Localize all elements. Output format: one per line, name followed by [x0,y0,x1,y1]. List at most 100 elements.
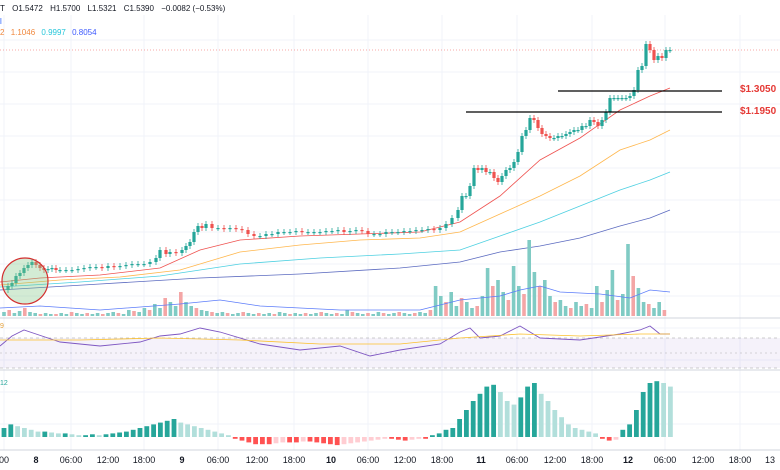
level-label-1: $1.3050 [740,84,777,95]
candle-body [366,231,370,234]
volume-bar [127,310,131,316]
volume-bar [413,313,417,316]
time-label: 9 [179,455,185,465]
candle-body [210,224,214,228]
volume-bar [387,314,391,316]
time-label: 06:00 [206,455,230,465]
volume-bar [402,313,407,316]
candle-body [300,231,304,233]
macd-bar [620,429,626,437]
candle-body [112,266,116,268]
macd-bar [8,424,14,437]
volume-bar [335,313,339,316]
candle-body [512,162,516,168]
volume-bar [506,300,511,316]
macd-bar [151,424,156,437]
time-label: 13 [764,455,776,465]
volume-bar [641,302,646,316]
volume-bar [480,296,485,316]
volume-bar [293,313,297,316]
macd-bar [164,420,170,437]
volume-bar [345,310,349,316]
candle-body [504,170,508,176]
candle-body [100,267,104,269]
volume-bar [309,314,313,316]
candle-body [608,98,612,112]
macd-bar [566,424,571,437]
volume-bar [517,286,521,316]
time-label: 12:00 [543,455,567,465]
candle-body [468,186,472,196]
open-value: O1.5472 [12,4,43,13]
candle-body [414,230,418,232]
candle-body [644,44,648,66]
candle-body [306,232,310,234]
candle-body [460,196,464,210]
macd-bar [627,424,632,437]
macd-bar [368,437,374,441]
macd-bar [613,437,619,440]
volume-bar [231,314,235,316]
macd-bar [253,437,258,445]
volume-bar [449,292,453,316]
macd-bar [56,433,61,437]
volume-bar [381,313,386,316]
volume-bar [220,312,225,316]
volume-bar [111,312,115,316]
candle-body [572,130,576,132]
candle-body [222,228,226,230]
macd-bar [355,437,360,443]
highlight-circle [1,257,49,305]
volume-bar [28,312,32,316]
candle-body [246,230,250,234]
candle-body [408,231,412,233]
candle-body [432,229,436,231]
time-label: 18:00 [430,455,454,465]
candle-body [204,224,208,228]
macd-bar [287,437,292,443]
candle-body [148,262,152,264]
macd-bar [96,435,102,437]
candle-body [564,134,568,136]
candle-body [544,134,548,136]
time-label: 10 [325,455,337,465]
candle-body [664,50,668,58]
candle-body [600,120,604,126]
candle-body [480,168,484,170]
candle-body [14,276,18,283]
candle-body [556,136,560,138]
time-label: 18:00 [580,455,604,465]
macd-bar [532,383,537,437]
volume-bar [184,302,188,316]
volume-bar [465,302,469,316]
candle-body [118,266,122,268]
candle-body [660,56,664,58]
low-value: L1.5321 [87,4,117,13]
candle-body [540,128,544,134]
macd-bar [280,437,286,443]
candle-body [136,264,140,266]
macd-bar [498,392,503,437]
candle-body [18,273,22,276]
macd-bar [137,428,143,437]
volume-bar [439,296,443,316]
candle-body [560,136,564,138]
candle-body [624,98,628,100]
volume-bar [69,312,74,316]
candle-body [312,232,316,234]
macd-bar [226,435,231,437]
macd-bar [260,437,265,445]
candle-body [652,50,656,60]
rsi-ma-line [0,333,670,345]
candle-body [604,112,608,120]
macd-bar [559,417,564,437]
candle-body [142,264,146,266]
volume-bar [574,302,578,316]
volume-bar [54,314,58,316]
macd-bar [232,437,238,439]
candle-body [438,228,442,230]
volume-bar [569,308,573,316]
candle-body [390,232,394,234]
macd-bar [321,437,326,444]
